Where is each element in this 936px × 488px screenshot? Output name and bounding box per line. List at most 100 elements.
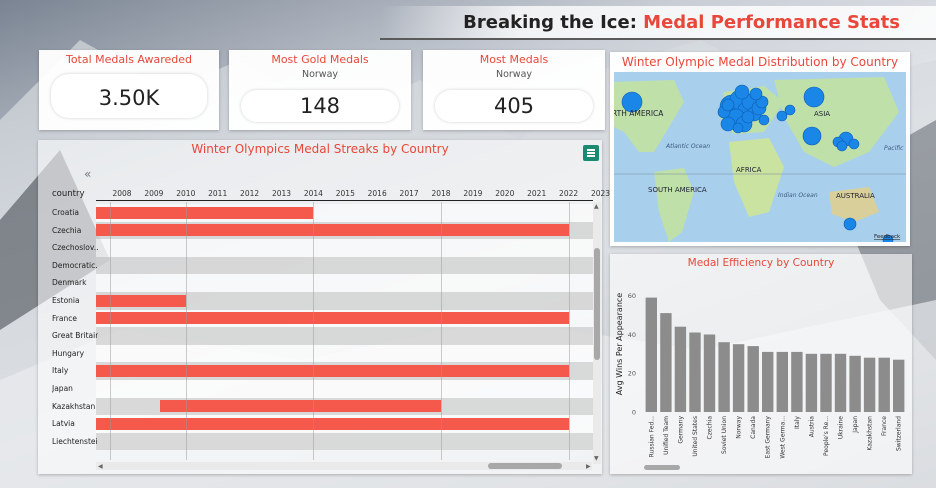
- x-category-label: Austria: [808, 416, 815, 438]
- year-tick-label: 2013: [271, 189, 292, 198]
- year-tick-label: 2010: [176, 189, 196, 198]
- country-medal-bubble[interactable]: [732, 122, 744, 134]
- country-medal-bubble[interactable]: [843, 217, 857, 231]
- year-tick-label: 2014: [303, 189, 323, 198]
- scroll-up-icon[interactable]: ▲: [594, 203, 599, 210]
- efficiency-bar[interactable]: [732, 344, 745, 412]
- country-medal-bubble[interactable]: [836, 140, 848, 152]
- streak-bar[interactable]: [159, 400, 441, 413]
- kpi-card-total-medals: Total Medals Awareded 3.50K: [39, 50, 219, 130]
- label-indian-ocean: Indian Ocean: [778, 192, 818, 199]
- scroll-down-icon[interactable]: ▼: [594, 455, 599, 462]
- country-medal-bubble[interactable]: [721, 98, 735, 112]
- streak-bar[interactable]: [96, 206, 314, 219]
- gantt-row: [96, 380, 593, 398]
- country-medal-bubble[interactable]: [734, 84, 750, 100]
- country-medal-bubble[interactable]: [803, 86, 825, 108]
- efficiency-bar[interactable]: [878, 357, 890, 412]
- efficiency-bar[interactable]: [849, 355, 861, 412]
- collapse-icon[interactable]: «: [84, 167, 92, 181]
- focus-mode-icon[interactable]: [583, 145, 599, 161]
- map-svg: RTH AMERICA Atlantic Ocean SOUTH AMERICA…: [614, 77, 906, 242]
- scrollbar-thumb[interactable]: [594, 248, 600, 360]
- kpi-pill: [241, 90, 399, 122]
- country-medal-bubble[interactable]: [802, 126, 822, 146]
- kpi-pill: [435, 90, 593, 122]
- efficiency-bar[interactable]: [834, 353, 847, 412]
- country-medal-bubble[interactable]: [784, 104, 796, 116]
- scrollbar-thumb[interactable]: [488, 463, 562, 469]
- country-medal-bubble[interactable]: [882, 234, 894, 242]
- streak-bar[interactable]: [96, 417, 569, 430]
- efficiency-bar[interactable]: [660, 313, 672, 412]
- country-row-label[interactable]: Kazakhstan: [52, 401, 96, 411]
- country-medal-bubble[interactable]: [776, 110, 788, 122]
- efficiency-bar[interactable]: [791, 351, 803, 412]
- country-medal-bubble[interactable]: [741, 110, 755, 124]
- y-tick-label: 60: [628, 292, 636, 300]
- streak-bar[interactable]: [96, 224, 569, 237]
- country-row-label[interactable]: Estonia: [52, 296, 80, 305]
- year-gridline: [313, 202, 315, 460]
- country-medal-bubble[interactable]: [758, 114, 770, 126]
- vertical-scrollbar[interactable]: [593, 202, 601, 464]
- efficiency-bar[interactable]: [718, 342, 730, 412]
- feedback-link[interactable]: Feedback: [874, 234, 901, 240]
- efficiency-bar[interactable]: [820, 353, 832, 412]
- x-category-label: West Germa...: [779, 416, 786, 459]
- kpi-card-most-medals: Most Medals Norway 405: [423, 50, 605, 130]
- country-row-label[interactable]: France: [52, 313, 77, 323]
- country-row-label[interactable]: Japan: [52, 384, 73, 393]
- time-axis-line: [96, 200, 593, 201]
- efficiency-bar[interactable]: [893, 359, 905, 412]
- asia-land: [774, 77, 899, 167]
- efficiency-hscroll-thumb[interactable]: [644, 465, 680, 470]
- scroll-left-icon[interactable]: ◀: [98, 463, 103, 470]
- title-bar: [380, 6, 936, 40]
- efficiency-bar[interactable]: [776, 351, 788, 412]
- country-row-label[interactable]: Hungary: [52, 348, 85, 358]
- world-map[interactable]: RTH AMERICA Atlantic Ocean SOUTH AMERICA…: [614, 72, 906, 242]
- country-row-label[interactable]: Czechoslov...: [52, 243, 98, 253]
- x-category-label: Czechia: [707, 416, 714, 440]
- streak-bar[interactable]: [96, 294, 186, 307]
- x-category-label: Russian Fed...: [648, 416, 655, 457]
- gantt-row: [96, 344, 593, 363]
- x-category-label: Norway: [736, 416, 743, 439]
- country-medal-bubble[interactable]: [749, 87, 763, 101]
- country-medal-bubble[interactable]: [848, 138, 860, 150]
- year-tick-label: 2017: [399, 189, 419, 198]
- country-row-label[interactable]: Liechtenstein: [52, 436, 98, 446]
- country-medal-bubble[interactable]: [621, 91, 643, 113]
- y-tick-label: 40: [628, 331, 636, 339]
- country-row-label[interactable]: Czechia: [52, 225, 82, 235]
- year-gridline: [568, 202, 570, 460]
- year-tick-label: 2023: [590, 189, 611, 198]
- efficiency-bar[interactable]: [703, 334, 716, 413]
- country-row-label[interactable]: Croatia: [52, 208, 79, 217]
- column-header-country[interactable]: country: [52, 189, 85, 199]
- x-category-label: Germany: [677, 416, 684, 444]
- country-row-label[interactable]: Latvia: [52, 419, 75, 429]
- streak-bar[interactable]: [96, 312, 569, 325]
- year-tick-label: 2019: [463, 189, 483, 198]
- efficiency-bar[interactable]: [689, 332, 701, 413]
- country-row-label[interactable]: Democratic...: [52, 260, 98, 270]
- efficiency-bar[interactable]: [674, 326, 687, 412]
- efficiency-bar[interactable]: [645, 297, 657, 412]
- country-row-label[interactable]: Denmark: [52, 278, 87, 288]
- horizontal-scrollbar[interactable]: [96, 462, 592, 470]
- country-row-label[interactable]: Italy: [52, 366, 69, 376]
- efficiency-bar[interactable]: [863, 357, 876, 412]
- scroll-right-icon[interactable]: ▶: [586, 463, 591, 470]
- efficiency-bar[interactable]: [762, 351, 774, 412]
- efficiency-bar[interactable]: [805, 353, 818, 412]
- label-atlantic: Atlantic Ocean: [665, 143, 710, 150]
- label-pacific: Pacific: [884, 145, 904, 152]
- y-tick-label: 20: [628, 370, 636, 378]
- streak-bar[interactable]: [96, 364, 569, 377]
- efficiency-bar[interactable]: [747, 346, 759, 412]
- kpi-card-most-gold: Most Gold Medals Norway 148: [229, 50, 411, 130]
- country-row-label[interactable]: Great Britain: [52, 331, 98, 341]
- medal-distribution-map-card: Winter Olympic Medal Distribution by Cou…: [610, 52, 910, 246]
